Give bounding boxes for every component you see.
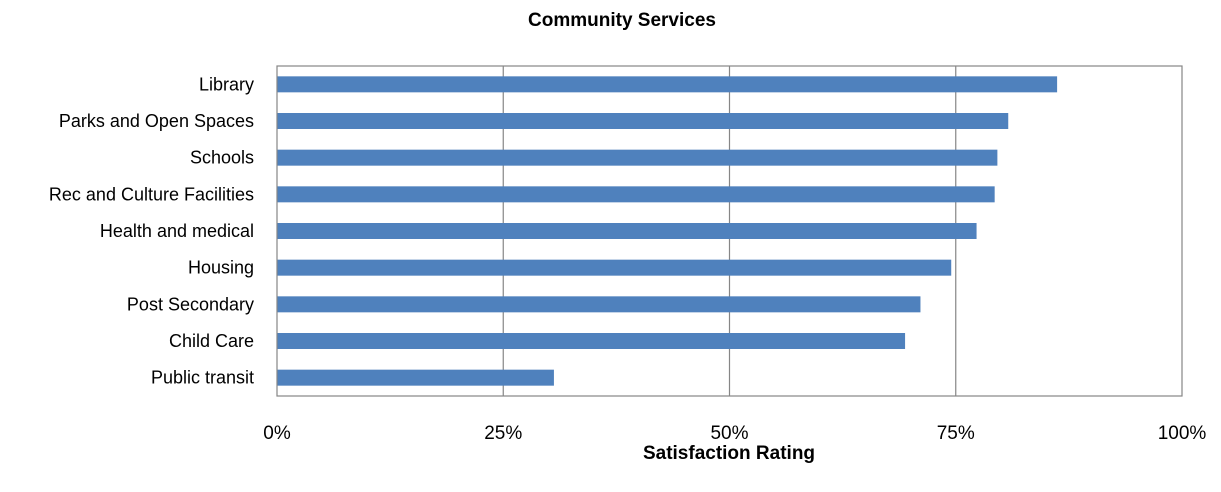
category-label: Post Secondary	[127, 294, 254, 314]
bar	[277, 149, 998, 166]
x-tick-label: 75%	[937, 423, 975, 444]
category-labels: Library Parks and Open Spaces Schools Rec a…	[49, 74, 254, 387]
bar	[277, 369, 554, 386]
category-label: Schools	[190, 148, 254, 168]
x-tick-label: 25%	[484, 423, 522, 444]
bar	[277, 113, 1009, 129]
bar	[277, 296, 921, 313]
category-label: Public transit	[151, 368, 254, 388]
x-tick-label: 100%	[1158, 423, 1207, 444]
x-tick-labels: 0% 25% 50% 75% 100%	[263, 423, 1206, 444]
plot-area-frame	[276, 65, 1183, 397]
chart-title: Community Services	[528, 10, 716, 31]
bar	[277, 76, 1058, 93]
category-label: Child Care	[169, 331, 254, 351]
bar	[277, 259, 952, 276]
x-tick-label: 50%	[710, 423, 748, 444]
category-label: Rec and Culture Facilities	[49, 184, 254, 204]
bar	[277, 333, 906, 349]
bars	[277, 76, 1058, 386]
bar	[277, 223, 977, 239]
bar	[277, 186, 995, 203]
x-tick-label: 0%	[263, 423, 291, 444]
category-label: Parks and Open Spaces	[59, 111, 254, 131]
category-label: Housing	[188, 258, 254, 278]
category-label: Health and medical	[100, 221, 254, 241]
category-label: Library	[199, 74, 254, 94]
x-axis-title: Satisfaction Rating	[643, 443, 815, 464]
